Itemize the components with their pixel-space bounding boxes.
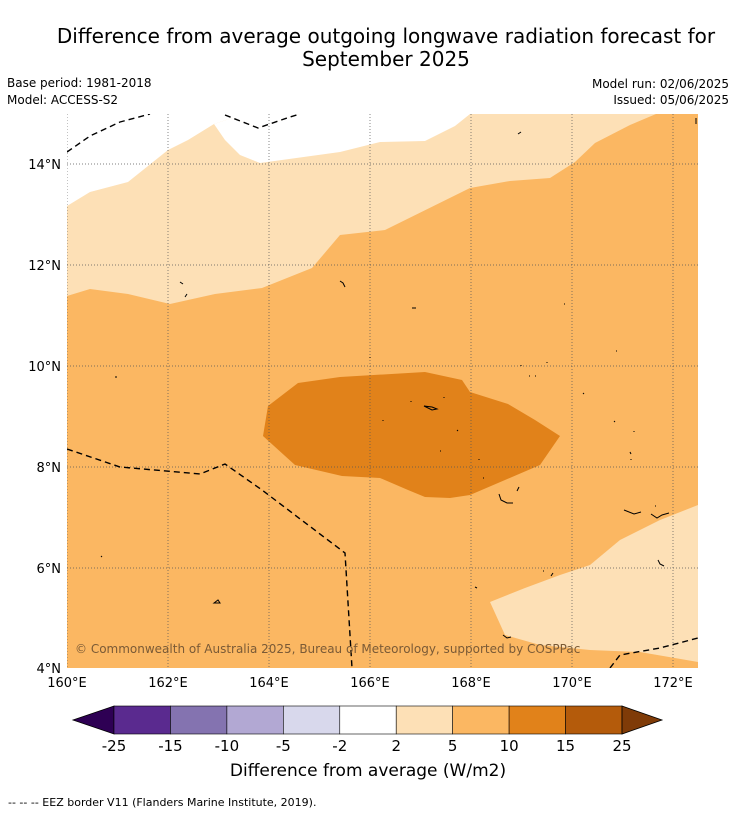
colorbar-tick-label: -5 bbox=[276, 737, 291, 755]
longitude-labels: 160°E 162°E 164°E 166°E 168°E 170°E 172°… bbox=[47, 676, 693, 691]
map-title-line2: September 2025 bbox=[302, 47, 470, 71]
colorbar-high-extension bbox=[621, 705, 664, 735]
eez-borders bbox=[67, 114, 698, 668]
colorbar-cell bbox=[339, 705, 397, 735]
colorbar-tick-label: 15 bbox=[556, 737, 575, 755]
colorbar-tick-label: 5 bbox=[448, 737, 458, 755]
anomaly-10-15-region bbox=[263, 372, 560, 498]
lon-label: 172°E bbox=[653, 676, 693, 691]
colorbar-low-extension bbox=[71, 705, 115, 735]
lat-label: 10°N bbox=[28, 360, 61, 375]
lat-label: 4°N bbox=[37, 662, 62, 677]
lat-label: 14°N bbox=[28, 158, 61, 173]
lon-label: 166°E bbox=[350, 676, 390, 691]
eez-legend-note: -- -- -- EEZ border V11 (Flanders Marine… bbox=[8, 796, 317, 809]
lon-label: 168°E bbox=[451, 676, 491, 691]
anomaly-2-5-southeast-region bbox=[490, 505, 698, 662]
model-name: Model: ACCESS-S2 bbox=[7, 93, 119, 107]
lon-label: 162°E bbox=[148, 676, 188, 691]
lon-label: 164°E bbox=[249, 676, 289, 691]
colorbar-title: Difference from average (W/m2) bbox=[229, 761, 507, 781]
lon-label: 170°E bbox=[552, 676, 592, 691]
latitude-labels: 14°N 12°N 10°N 8°N 6°N 4°N bbox=[28, 158, 61, 677]
islands bbox=[100, 118, 697, 639]
colorbar-tick-label: 2 bbox=[391, 737, 401, 755]
model-run: Model run: 02/06/2025 bbox=[591, 77, 729, 91]
colorbar-tick-label: -25 bbox=[102, 737, 127, 755]
colorbar-cell bbox=[395, 705, 453, 735]
lon-label: 160°E bbox=[47, 676, 87, 691]
colorbar-tick-label: 10 bbox=[500, 737, 519, 755]
colorbar-tick-label: -15 bbox=[158, 737, 183, 755]
graticule bbox=[67, 114, 698, 668]
colorbar-cell bbox=[113, 705, 171, 735]
anomaly-near-zero-region bbox=[67, 114, 300, 206]
anomaly-2-5-north-region bbox=[67, 114, 470, 304]
anomaly-2-5-northeast-region bbox=[470, 114, 656, 188]
map-plot-area: © Commonwealth of Australia 2025, Bureau… bbox=[67, 114, 698, 668]
colorbar-tick-label: 25 bbox=[612, 737, 631, 755]
colorbar-cell bbox=[508, 705, 566, 735]
colorbar-cell bbox=[452, 705, 510, 735]
lat-label: 8°N bbox=[37, 461, 62, 476]
colorbar-cell bbox=[283, 705, 341, 735]
lat-label: 6°N bbox=[37, 562, 62, 577]
colorbar-cell bbox=[226, 705, 284, 735]
map-title-line1: Difference from average outgoing longwav… bbox=[56, 24, 716, 48]
anomaly-near-zero-north-strip bbox=[214, 114, 470, 163]
colorbar-cell bbox=[565, 705, 623, 735]
copyright-text: © Commonwealth of Australia 2025, Bureau… bbox=[75, 642, 580, 656]
base-period: Base period: 1981-2018 bbox=[7, 76, 152, 90]
colorbar-cell bbox=[170, 705, 228, 735]
colorbar: -25 -15 -10 -5 -2 2 5 10 15 25 bbox=[71, 705, 664, 755]
colorbar-tick-label: -10 bbox=[215, 737, 240, 755]
issued-date: Issued: 05/06/2025 bbox=[613, 93, 729, 107]
colorbar-tick-label: -2 bbox=[332, 737, 347, 755]
lat-label: 12°N bbox=[28, 259, 61, 274]
